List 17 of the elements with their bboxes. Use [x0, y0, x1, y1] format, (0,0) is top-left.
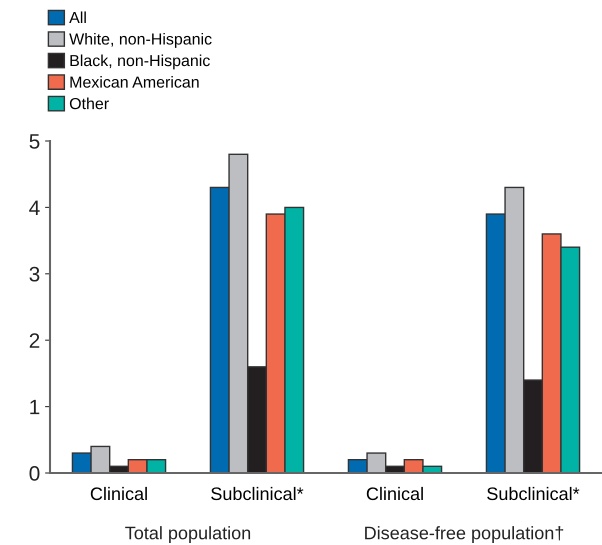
y-tick-label: 0: [30, 466, 40, 481]
y-tick-label: 3: [29, 266, 40, 282]
legend-label: Mexican American: [70, 76, 199, 88]
x-tick-label: Subclinical*: [211, 486, 304, 500]
y-tick-label: 5: [30, 134, 40, 149]
y-tick-label: 2: [30, 333, 40, 348]
text: Total population: [125, 526, 250, 543]
y-tick-label: 4: [29, 200, 40, 215]
text: Disease-free population†: [365, 526, 564, 543]
legend-label: All: [69, 11, 86, 24]
x-tick-label: Clinical: [366, 486, 423, 500]
x-tick-label: Subclinical*: [487, 486, 580, 500]
y-tick-label: 1: [30, 400, 40, 414]
legend-label: Other: [70, 98, 109, 110]
legend-label: Black, non-Hispanic: [70, 54, 210, 70]
legend-label: White, non-Hispanic: [69, 32, 212, 48]
x-tick-label: Clinical: [90, 486, 147, 500]
